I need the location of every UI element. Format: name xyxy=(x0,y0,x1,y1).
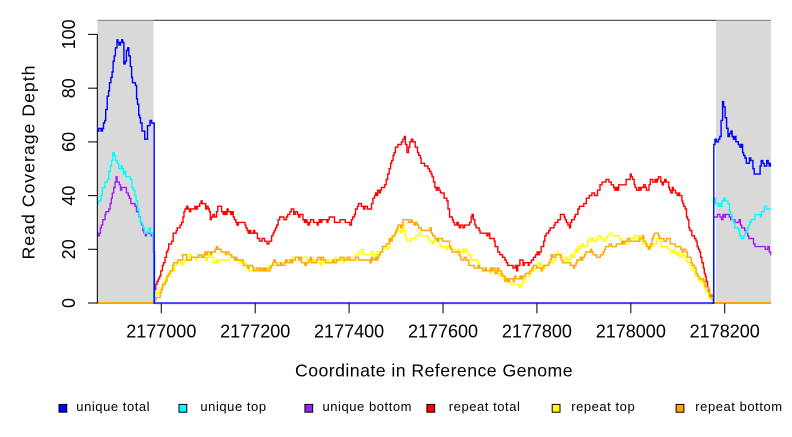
svg-text:Read Coverage Depth: Read Coverage Depth xyxy=(19,64,39,259)
svg-text:40: 40 xyxy=(59,186,79,206)
svg-text:2177200: 2177200 xyxy=(220,321,290,341)
svg-text:2177400: 2177400 xyxy=(314,321,384,341)
svg-text:2177600: 2177600 xyxy=(408,321,478,341)
svg-text:unique bottom: unique bottom xyxy=(323,399,413,414)
svg-text:60: 60 xyxy=(59,132,79,152)
svg-text:20: 20 xyxy=(59,239,79,259)
svg-text:0: 0 xyxy=(59,298,79,308)
svg-text:Coordinate in Reference Genome: Coordinate in Reference Genome xyxy=(295,361,573,381)
svg-text:2178000: 2178000 xyxy=(596,321,666,341)
svg-text:2178200: 2178200 xyxy=(690,321,760,341)
svg-text:unique top: unique top xyxy=(200,399,266,414)
svg-text:2177000: 2177000 xyxy=(126,321,196,341)
svg-text:80: 80 xyxy=(59,78,79,98)
svg-text:100: 100 xyxy=(59,19,79,49)
svg-text:repeat top: repeat top xyxy=(571,399,635,414)
svg-text:2177800: 2177800 xyxy=(502,321,572,341)
svg-text:repeat bottom: repeat bottom xyxy=(695,399,782,414)
svg-text:repeat total: repeat total xyxy=(449,399,521,414)
svg-text:unique total: unique total xyxy=(76,399,150,414)
